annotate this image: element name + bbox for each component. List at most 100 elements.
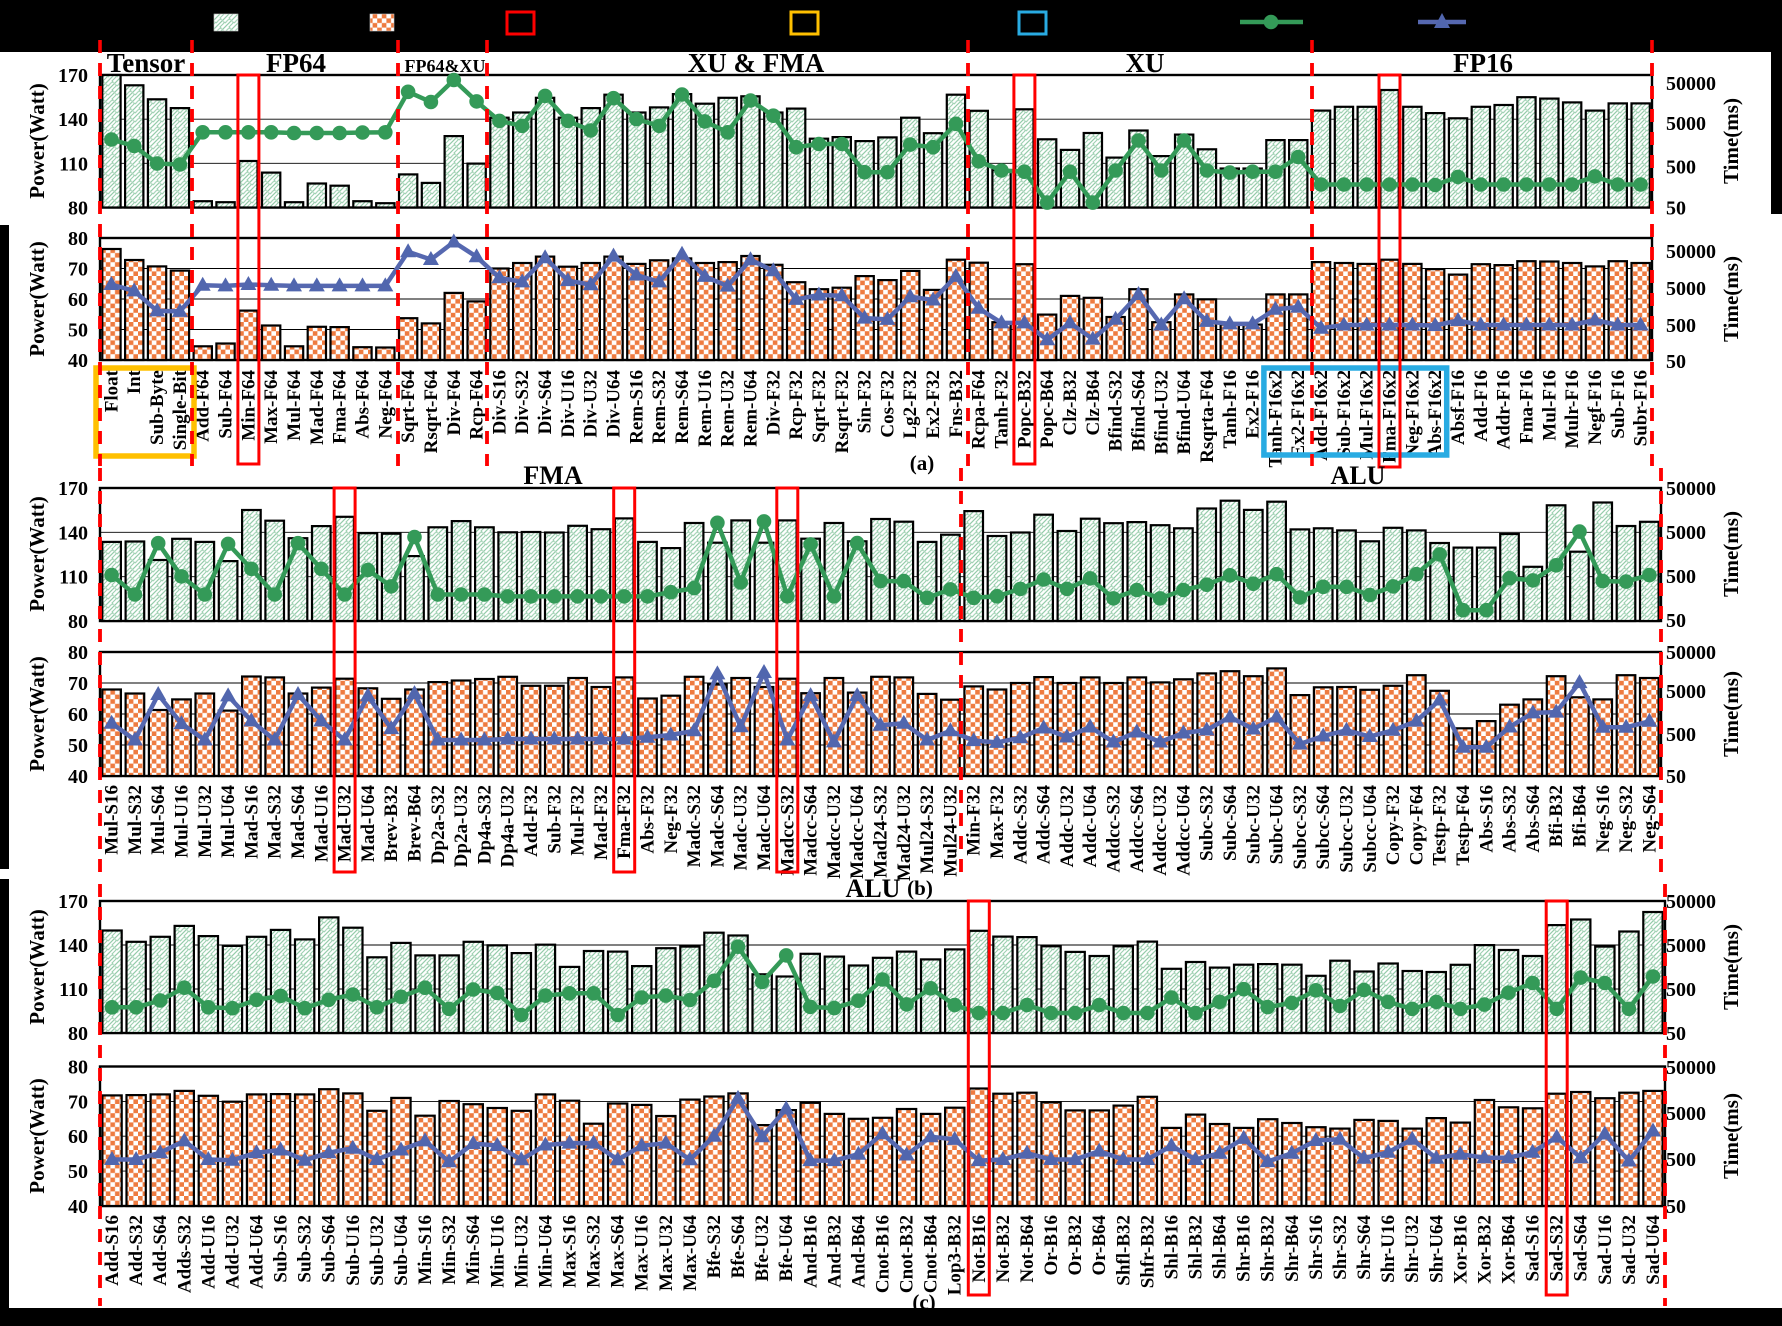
svg-text:Madcc-U32: Madcc-U32 <box>824 785 845 879</box>
svg-text:Div-F32: Div-F32 <box>763 370 784 435</box>
svg-text:Time(ms): Time(ms) <box>1719 511 1743 597</box>
svg-text:Addcc-U32: Addcc-U32 <box>1150 785 1171 876</box>
svg-text:(b): (b) <box>907 876 933 900</box>
svg-text:Tensor: Tensor <box>107 48 186 78</box>
svg-text:Cos-F32: Cos-F32 <box>877 370 898 438</box>
svg-text:Sub-F32: Sub-F32 <box>544 785 565 854</box>
svg-text:Mul-F16: Mul-F16 <box>1539 370 1560 441</box>
svg-text:50: 50 <box>68 1161 88 1183</box>
svg-text:Add-F64: Add-F64 <box>193 370 214 442</box>
svg-text:Mad-S32: Mad-S32 <box>265 785 286 859</box>
svg-text:Rem-U32: Rem-U32 <box>718 370 739 447</box>
svg-text:Mad24-S32: Mad24-S32 <box>871 785 892 878</box>
svg-text:Shr-S16: Shr-S16 <box>1306 1215 1327 1280</box>
svg-text:Popc-B32: Popc-B32 <box>1014 370 1035 448</box>
svg-text:Or-B64: Or-B64 <box>1089 1215 1110 1276</box>
svg-text:Madcc-U64: Madcc-U64 <box>847 785 868 879</box>
svg-text:Power(Watt): Power(Watt) <box>25 1078 49 1193</box>
svg-text:Rcpa-F64: Rcpa-F64 <box>969 370 990 450</box>
svg-text:Max-S16: Max-S16 <box>560 1215 581 1288</box>
svg-text:5000: 5000 <box>1666 113 1706 135</box>
svg-text:Add-F16x2: Add-F16x2 <box>1311 370 1332 461</box>
svg-text:Mul-S16: Mul-S16 <box>102 785 123 855</box>
svg-text:Brev-B64: Brev-B64 <box>405 785 426 862</box>
svg-text:Dp4a-U32: Dp4a-U32 <box>498 785 519 867</box>
svg-text:Power(Watt): Power(Watt) <box>25 241 49 356</box>
svg-text:Rcp-F32: Rcp-F32 <box>786 370 807 440</box>
svg-text:Cnot-B64: Cnot-B64 <box>921 1215 942 1294</box>
svg-text:Dp2a-U32: Dp2a-U32 <box>451 785 472 867</box>
svg-text:40: 40 <box>68 350 88 372</box>
svg-text:80: 80 <box>68 228 88 250</box>
svg-text:Sad-U32: Sad-U32 <box>1619 1215 1640 1285</box>
svg-text:Ex2-F16: Ex2-F16 <box>1243 370 1264 439</box>
svg-text:Div-U32: Div-U32 <box>581 370 602 438</box>
svg-text:Time(ms): Time(ms) <box>1719 924 1743 1010</box>
svg-text:Mad-S16: Mad-S16 <box>241 785 262 859</box>
svg-text:Tanh-F16: Tanh-F16 <box>1220 370 1241 449</box>
svg-text:110: 110 <box>59 979 88 1001</box>
svg-text:Rsqrt-F64: Rsqrt-F64 <box>421 370 442 454</box>
svg-text:Addc-S32: Addc-S32 <box>1010 785 1031 864</box>
svg-text:Div-U64: Div-U64 <box>604 370 625 438</box>
svg-text:Mad-F32: Mad-F32 <box>591 785 612 860</box>
svg-text:Max-S32: Max-S32 <box>584 1215 605 1288</box>
svg-text:Sub-S16: Sub-S16 <box>271 1215 292 1283</box>
svg-text:Negf-F16: Negf-F16 <box>1585 370 1606 445</box>
svg-text:500: 500 <box>1666 1149 1696 1171</box>
svg-text:50: 50 <box>1666 351 1686 373</box>
svg-text:Add-F32: Add-F32 <box>521 785 542 857</box>
svg-text:Div-S64: Div-S64 <box>535 370 556 435</box>
svg-text:Mul-F64: Mul-F64 <box>284 370 305 441</box>
svg-text:Popc-B64: Popc-B64 <box>1037 370 1058 449</box>
svg-text:Neg-F16x2: Neg-F16x2 <box>1402 370 1423 458</box>
svg-text:Bfe-S64: Bfe-S64 <box>728 1215 749 1279</box>
svg-text:Div-F64: Div-F64 <box>444 370 465 436</box>
svg-text:Neg-S32: Neg-S32 <box>1616 785 1637 853</box>
svg-text:Dp2a-S32: Dp2a-S32 <box>428 785 449 864</box>
svg-text:Subc-S64: Subc-S64 <box>1220 785 1241 862</box>
svg-text:Max-F32: Max-F32 <box>987 785 1008 859</box>
svg-text:Bfind-S32: Bfind-S32 <box>1106 370 1127 451</box>
svg-text:5000: 5000 <box>1666 278 1706 300</box>
svg-text:Shr-U16: Shr-U16 <box>1378 1215 1399 1283</box>
svg-text:ALU: ALU <box>1331 461 1386 490</box>
svg-text:Ex2-F16x2: Ex2-F16x2 <box>1288 370 1309 458</box>
svg-text:FMA: FMA <box>523 461 582 490</box>
svg-text:Rcp-F64: Rcp-F64 <box>467 370 488 440</box>
svg-text:FP64: FP64 <box>266 48 326 78</box>
svg-text:140: 140 <box>58 935 88 957</box>
svg-text:Sub-U64: Sub-U64 <box>391 1215 412 1286</box>
svg-text:Subc-U64: Subc-U64 <box>1267 785 1288 865</box>
svg-text:And-B16: And-B16 <box>800 1215 821 1288</box>
svg-text:Shr-B16: Shr-B16 <box>1234 1215 1255 1282</box>
svg-text:Abs-S32: Abs-S32 <box>1500 785 1521 853</box>
svg-text:50000: 50000 <box>1666 73 1716 95</box>
svg-text:Min-F32: Min-F32 <box>964 785 985 856</box>
svg-text:Sqrt-F32: Sqrt-F32 <box>809 370 830 443</box>
svg-text:Xor-B32: Xor-B32 <box>1474 1215 1495 1284</box>
svg-text:Neg-S16: Neg-S16 <box>1593 785 1614 853</box>
svg-text:Neg-F64: Neg-F64 <box>375 370 396 439</box>
svg-text:Subc-S32: Subc-S32 <box>1197 785 1218 861</box>
svg-text:Addc-S64: Addc-S64 <box>1034 785 1055 865</box>
svg-text:140: 140 <box>58 522 88 544</box>
svg-text:50000: 50000 <box>1666 891 1716 913</box>
svg-text:Subcc-S64: Subcc-S64 <box>1313 785 1334 870</box>
svg-text:Rem-U16: Rem-U16 <box>695 370 716 447</box>
svg-text:Copy-F64: Copy-F64 <box>1406 785 1427 866</box>
svg-text:Shl-B32: Shl-B32 <box>1186 1215 1207 1279</box>
svg-text:Bfind-U64: Bfind-U64 <box>1174 370 1195 455</box>
svg-text:Min-S32: Min-S32 <box>439 1215 460 1285</box>
svg-text:Bfi-B64: Bfi-B64 <box>1570 785 1591 848</box>
svg-text:Sad-S64: Sad-S64 <box>1571 1215 1592 1282</box>
svg-text:Subcc-U32: Subcc-U32 <box>1337 785 1358 873</box>
svg-text:80: 80 <box>68 611 88 633</box>
svg-text:Subcc-U64: Subcc-U64 <box>1360 785 1381 873</box>
svg-text:Madc-U32: Madc-U32 <box>731 785 752 870</box>
svg-text:Not-B64: Not-B64 <box>1017 1215 1038 1283</box>
svg-text:Sub-F16x2: Sub-F16x2 <box>1334 370 1355 458</box>
svg-text:Time(ms): Time(ms) <box>1719 98 1743 184</box>
svg-text:500: 500 <box>1666 157 1696 179</box>
svg-text:Max-U16: Max-U16 <box>632 1215 653 1291</box>
